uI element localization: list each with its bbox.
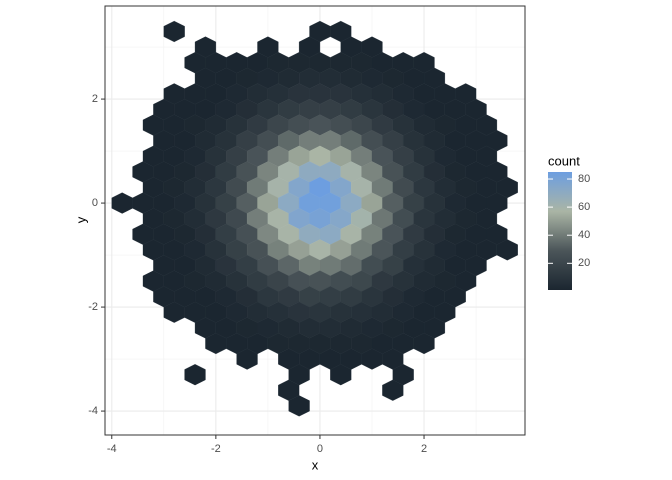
colorbar-label: 20 <box>578 257 590 269</box>
hex-bin <box>413 332 435 355</box>
y-axis-title: y <box>73 216 88 223</box>
colorbar-label: 60 <box>578 201 590 213</box>
hex-bin <box>288 395 310 417</box>
hex-bin <box>382 379 404 401</box>
y-tick-label: -2 <box>88 301 98 313</box>
y-tick-label: 2 <box>92 93 98 105</box>
colorbar <box>548 172 572 290</box>
panel-border <box>104 5 526 436</box>
hex-bin <box>236 348 258 370</box>
x-axis-title: x <box>312 457 319 472</box>
hexes <box>111 20 518 417</box>
colorbar-label: 40 <box>578 229 590 241</box>
y-tick-label: 0 <box>92 197 98 209</box>
x-tick-label: 0 <box>317 443 323 455</box>
legend-title: count <box>548 153 580 168</box>
y-tick-label: -4 <box>88 405 98 417</box>
axes: -4 -2 0 2 -4 -2 0 2 <box>88 93 427 455</box>
x-tick-label: -4 <box>107 443 117 455</box>
hex-bin <box>330 364 352 386</box>
hex-bin <box>184 364 206 386</box>
x-tick-label: -2 <box>211 443 221 455</box>
hex-bin <box>163 20 185 43</box>
x-tick-label: 2 <box>421 443 427 455</box>
legend: count 20 40 60 80 <box>548 153 590 290</box>
colorbar-label: 80 <box>578 173 590 185</box>
hex-bin <box>496 239 518 261</box>
